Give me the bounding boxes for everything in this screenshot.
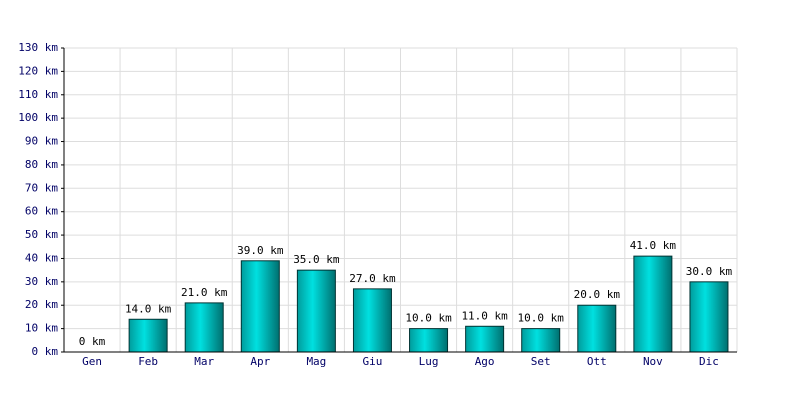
x-tick-label: Dic: [699, 355, 719, 368]
value-label: 20.0 km: [574, 288, 621, 301]
value-label: 21.0 km: [181, 286, 228, 299]
value-label: 35.0 km: [293, 253, 340, 266]
bar: [633, 255, 673, 353]
x-tick-label: Mag: [306, 355, 326, 368]
y-tick-label: 40 km: [25, 251, 58, 264]
value-label: 10.0 km: [518, 312, 565, 325]
value-label: 27.0 km: [349, 272, 396, 285]
x-tick-label: Lug: [419, 355, 439, 368]
bar: [240, 260, 280, 353]
value-label: 41.0 km: [630, 239, 677, 252]
y-tick-label: 120 km: [18, 64, 58, 77]
x-tick-label: Nov: [643, 355, 663, 368]
bar: [689, 281, 729, 353]
x-tick-label: Ago: [475, 355, 495, 368]
bar: [577, 304, 617, 353]
x-tick-label: Set: [531, 355, 551, 368]
y-tick-label: 130 km: [18, 41, 58, 54]
y-tick-label: 60 km: [25, 205, 58, 218]
bar: [409, 328, 449, 353]
x-tick-label: Gen: [82, 355, 102, 368]
y-tick-label: 10 km: [25, 322, 58, 335]
y-tick-label: 50 km: [25, 228, 58, 241]
bar: [521, 328, 561, 353]
value-label: 0 km: [79, 335, 106, 348]
value-label: 14.0 km: [125, 302, 172, 315]
bar: [128, 318, 168, 353]
y-tick-label: 100 km: [18, 111, 58, 124]
bar: [352, 288, 392, 353]
value-label: 30.0 km: [686, 265, 733, 278]
y-tick-label: 20 km: [25, 298, 58, 311]
bar: [184, 302, 224, 353]
y-tick-label: 80 km: [25, 158, 58, 171]
value-label: 39.0 km: [237, 244, 284, 257]
x-tick-label: Apr: [250, 355, 270, 368]
y-tick-label: 70 km: [25, 181, 58, 194]
y-tick-label: 0 km: [32, 345, 59, 358]
bar: [296, 269, 336, 353]
x-tick-label: Feb: [138, 355, 158, 368]
x-tick-label: Ott: [587, 355, 607, 368]
y-tick-label: 30 km: [25, 275, 58, 288]
x-tick-label: Mar: [194, 355, 214, 368]
y-tick-label: 110 km: [18, 88, 58, 101]
value-label: 10.0 km: [405, 312, 452, 325]
x-tick-label: Giu: [363, 355, 383, 368]
bar: [465, 325, 505, 353]
y-tick-label: 90 km: [25, 135, 58, 148]
value-label: 11.0 km: [461, 309, 508, 322]
